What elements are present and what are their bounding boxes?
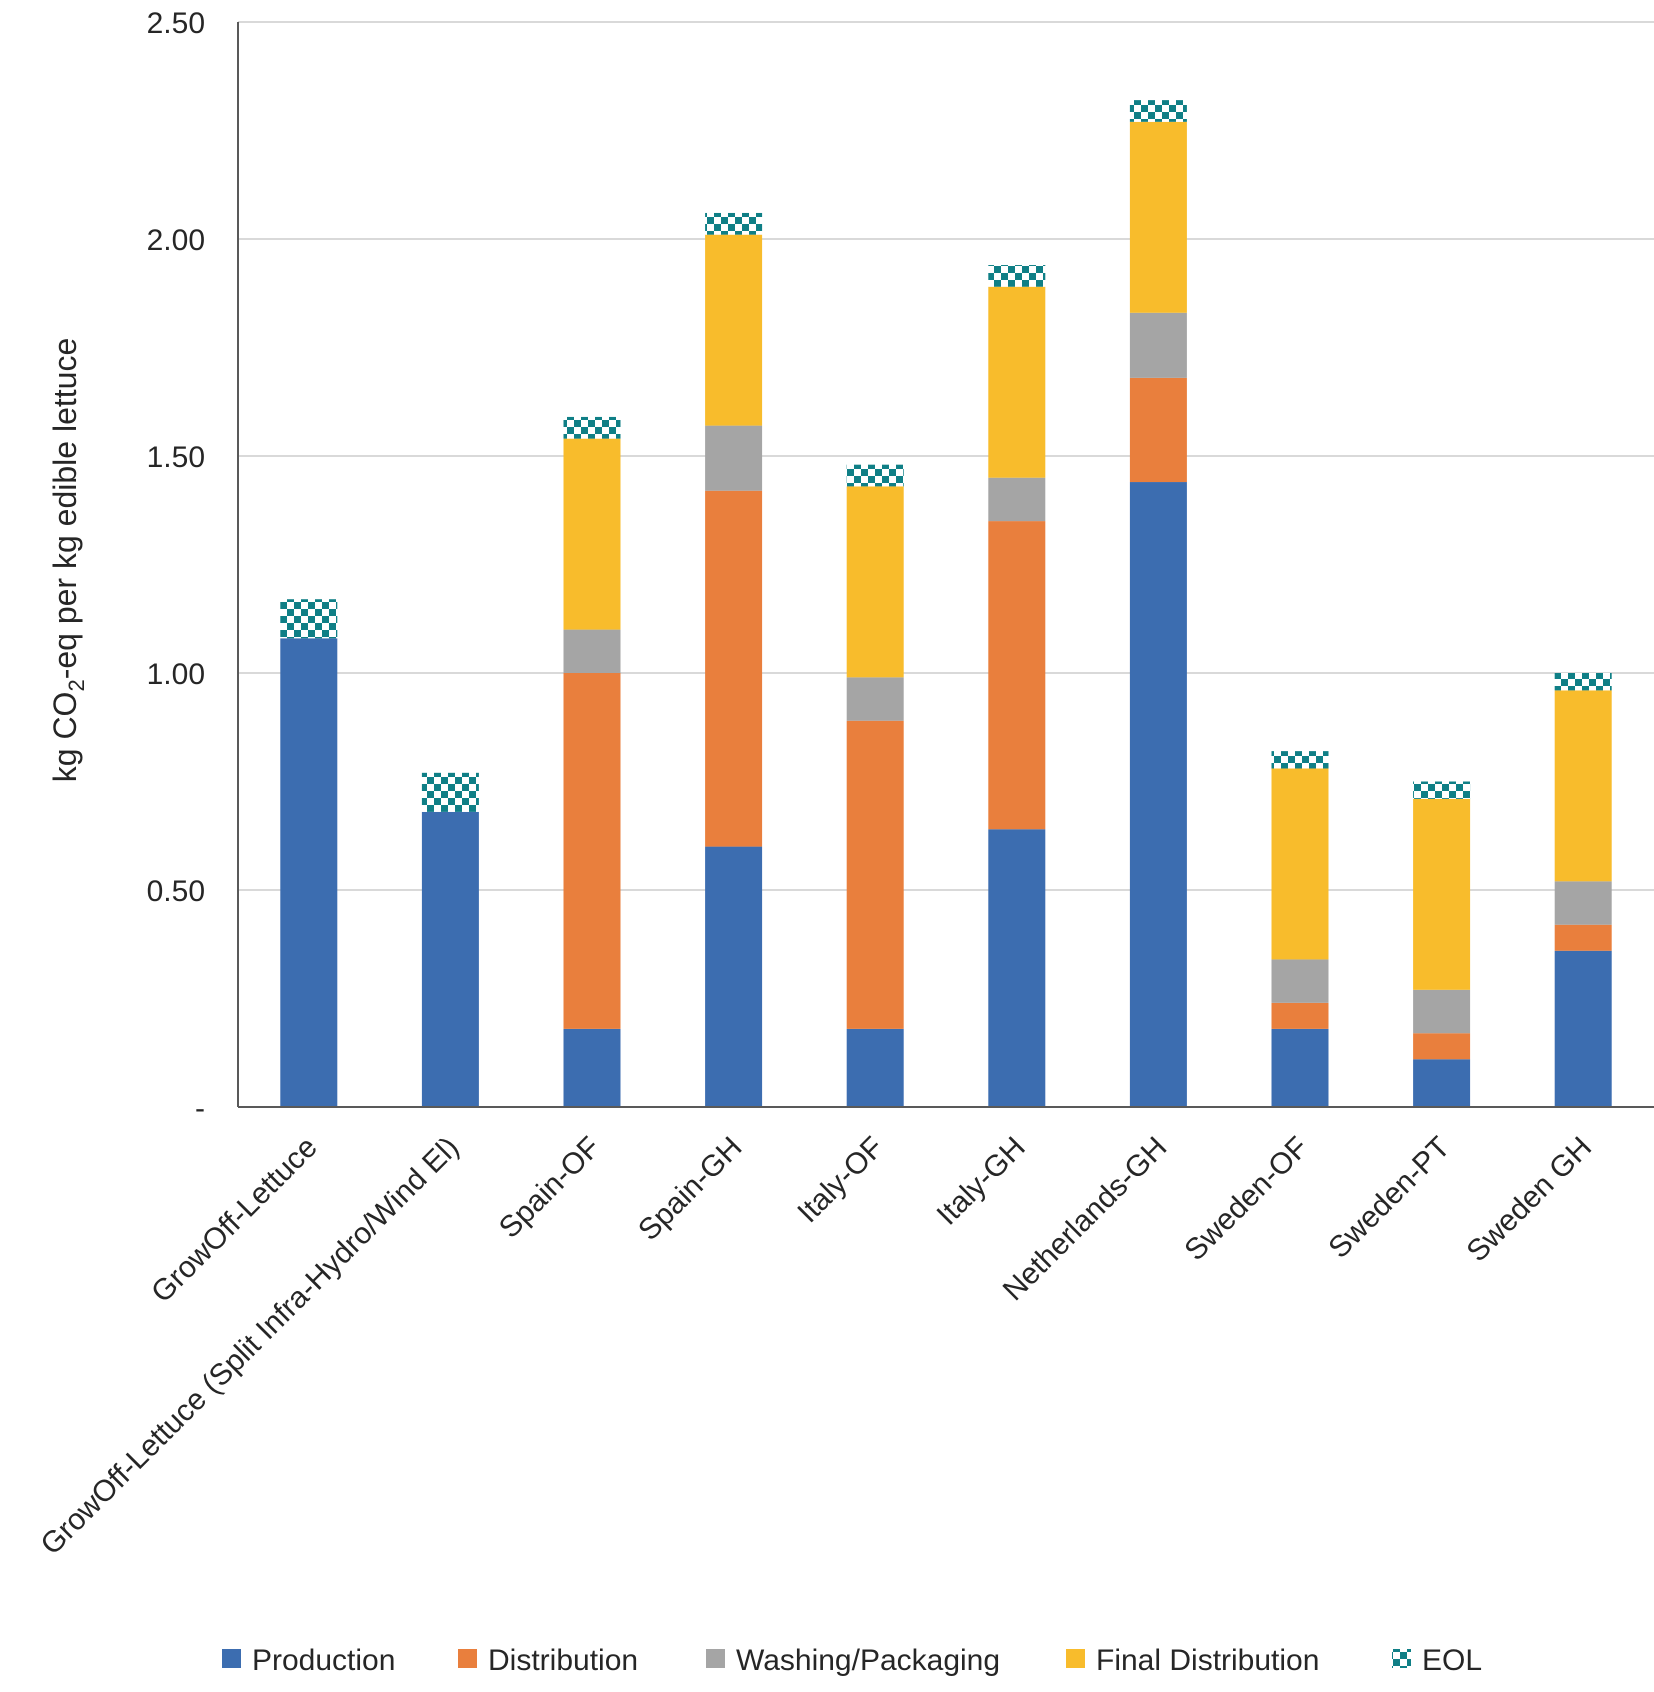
bar-segment-final-distribution: [563, 438, 621, 630]
bar-segment-final-distribution: [846, 486, 904, 678]
x-category-label: Spain-OF: [493, 1131, 607, 1245]
x-category-label: Sweden-OF: [1178, 1131, 1315, 1268]
legend-label: Production: [252, 1644, 395, 1677]
bar-segment-eol: [421, 772, 479, 812]
bar-segment-production: [1129, 482, 1187, 1107]
legend-label: EOL: [1422, 1644, 1482, 1677]
legend-swatch: [458, 1649, 477, 1668]
bars: [280, 100, 1612, 1107]
bar-segment-washing-packaging: [1129, 312, 1187, 378]
bar-segment-production: [705, 846, 763, 1107]
legend-swatch: [1392, 1649, 1411, 1668]
legend-label: Final Distribution: [1096, 1644, 1319, 1677]
bar-segment-final-distribution: [1413, 798, 1471, 990]
y-axis-title: kg CO2-eq per kg edible lettuce: [47, 338, 89, 782]
bar-segment-eol: [705, 212, 763, 235]
bar-segment-final-distribution: [1554, 690, 1612, 882]
bar-segment-final-distribution: [1129, 121, 1187, 313]
bar-segment-distribution: [1413, 1033, 1471, 1060]
bar-segment-production: [846, 1028, 904, 1107]
bar-segment-eol: [563, 416, 621, 439]
bar-segment-eol: [846, 464, 904, 487]
bar-segment-washing-packaging: [988, 477, 1046, 522]
bar-segment-production: [1271, 1028, 1329, 1107]
bar-segment-production: [280, 638, 338, 1107]
bar-segment-washing-packaging: [1271, 959, 1329, 1003]
bar-segment-washing-packaging: [846, 677, 904, 721]
bar-segment-final-distribution: [1271, 768, 1329, 960]
legend-label: Washing/Packaging: [736, 1644, 1000, 1677]
x-category-label: Italy-OF: [791, 1131, 890, 1230]
y-tick-label: 1.50: [147, 441, 205, 474]
bar-segment-distribution: [1129, 377, 1187, 483]
y-tick-labels: - 0.50 1.00 1.50 2.00 2.50: [147, 7, 205, 1125]
bar-segment-distribution: [846, 720, 904, 1029]
bar-segment-washing-packaging: [705, 425, 763, 491]
bar-segment-eol: [1271, 751, 1329, 769]
bar-segment-eol: [988, 265, 1046, 287]
bar-segment-production: [988, 829, 1046, 1107]
bar-segment-washing-packaging: [1554, 881, 1612, 925]
y-tick-label: -: [195, 1092, 205, 1125]
bar-segment-eol: [1554, 673, 1612, 691]
bar-segment-eol: [280, 599, 338, 639]
bar-segment-washing-packaging: [563, 629, 621, 673]
bar-segment-production: [1413, 1059, 1471, 1107]
x-category-label: Italy-GH: [931, 1131, 1032, 1232]
gridlines: [238, 21, 1654, 891]
bar-segment-washing-packaging: [1413, 989, 1471, 1034]
legend: Production Distribution Washing/Packaging F…: [222, 1644, 1482, 1677]
axes: [237, 22, 1654, 1108]
bar-segment-production: [1554, 950, 1612, 1107]
y-tick-label: 2.00: [147, 224, 205, 257]
y-tick-label: 2.50: [147, 7, 205, 40]
bar-segment-production: [563, 1028, 621, 1107]
bar-segment-distribution: [563, 673, 621, 1029]
legend-swatch: [1066, 1649, 1085, 1668]
bar-segment-distribution: [705, 490, 763, 847]
y-tick-label: 1.00: [147, 658, 205, 691]
x-category-label: Sweden GH: [1460, 1131, 1598, 1269]
bar-segment-production: [421, 811, 479, 1107]
legend-swatch: [706, 1649, 725, 1668]
legend-swatch: [222, 1649, 241, 1668]
bar-segment-distribution: [988, 521, 1046, 830]
x-category-label: Spain-GH: [632, 1131, 748, 1247]
bar-segment-eol: [1129, 100, 1187, 122]
bar-segment-eol: [1413, 781, 1471, 799]
legend-label: Distribution: [488, 1644, 638, 1677]
y-tick-label: 0.50: [147, 875, 205, 908]
bar-segment-distribution: [1271, 1002, 1329, 1029]
bar-segment-distribution: [1554, 924, 1612, 951]
bar-segment-final-distribution: [705, 234, 763, 426]
bar-segment-final-distribution: [988, 286, 1046, 478]
x-category-label: Sweden-PT: [1322, 1131, 1456, 1265]
